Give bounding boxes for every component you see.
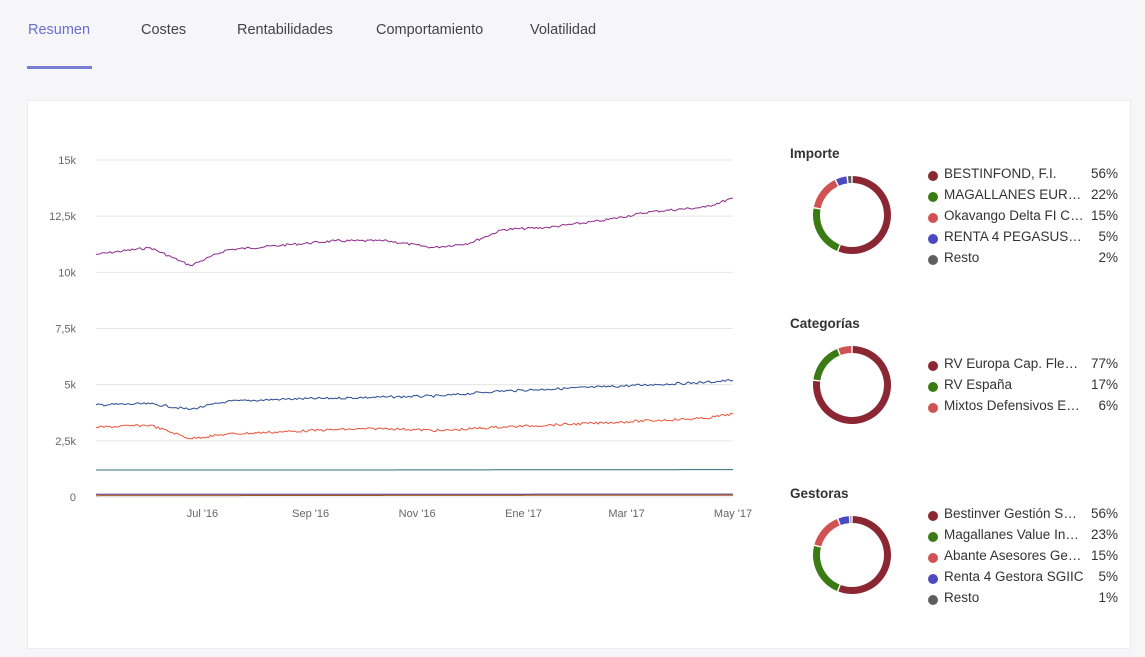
y-tick-label: 7,5k bbox=[55, 324, 76, 336]
legend-dot bbox=[928, 171, 938, 181]
legend-dot bbox=[928, 361, 938, 371]
legend-item[interactable]: MAGALLANES EUROPEAN EQUITY 22% bbox=[928, 187, 1118, 208]
active-tab-indicator bbox=[27, 66, 92, 69]
x-tick-label: Ene '17 bbox=[505, 508, 542, 520]
legend-label: Renta 4 Gestora SGIIC bbox=[944, 569, 1084, 584]
donut-slice[interactable] bbox=[838, 346, 852, 356]
series-line[interactable] bbox=[95, 197, 733, 267]
legend-label: RV España bbox=[944, 377, 1013, 392]
legend-dot bbox=[928, 553, 938, 563]
legend-percent: 5% bbox=[1098, 229, 1118, 244]
donut-slice[interactable] bbox=[847, 176, 852, 184]
donut-slice[interactable] bbox=[838, 516, 850, 526]
legend-label: Resto bbox=[944, 250, 980, 265]
legend-label: Okavango Delta FI CLASE A bbox=[944, 208, 1084, 223]
legend-dot bbox=[928, 382, 938, 392]
series-line[interactable] bbox=[95, 412, 734, 440]
legend-dot bbox=[928, 403, 938, 413]
donut-slice[interactable] bbox=[850, 516, 852, 524]
legend-item[interactable]: Bestinver Gestión SGIIC 56% bbox=[928, 506, 1118, 527]
y-tick-label: 15k bbox=[58, 155, 76, 167]
legend-label: Resto bbox=[944, 590, 980, 605]
tab-comportamiento[interactable]: Comportamiento bbox=[376, 22, 484, 38]
legend-percent: 17% bbox=[1090, 377, 1118, 392]
donut-slice[interactable] bbox=[814, 519, 840, 547]
legend-percent: 56% bbox=[1090, 166, 1118, 181]
legend-percent: 23% bbox=[1090, 527, 1118, 542]
tab-costes[interactable]: Costes bbox=[141, 22, 187, 38]
legend-percent: 15% bbox=[1090, 548, 1118, 563]
donut-slice[interactable] bbox=[812, 208, 840, 251]
legend-dot bbox=[928, 255, 938, 265]
donut-gestoras[interactable] bbox=[812, 515, 892, 595]
y-tick-label: 10k bbox=[58, 267, 76, 279]
legend-dot bbox=[928, 574, 938, 584]
legend-item[interactable]: Okavango Delta FI CLASE A 15% bbox=[928, 208, 1118, 229]
legend-dot bbox=[928, 511, 938, 521]
legend-item[interactable]: RV España 17% bbox=[928, 377, 1118, 398]
legend-dot bbox=[928, 192, 938, 202]
donut-slice[interactable] bbox=[836, 176, 848, 186]
y-tick-label: 0 bbox=[70, 492, 76, 504]
legend-percent: 22% bbox=[1090, 187, 1118, 202]
tab-rentabilidades[interactable]: Rentabilidades bbox=[237, 22, 333, 38]
legend-percent: 56% bbox=[1090, 506, 1118, 521]
legend-item[interactable]: Resto 2% bbox=[928, 250, 1118, 271]
legend-item[interactable]: Mixtos Defensivos EUR 6% bbox=[928, 398, 1118, 419]
legend-item[interactable]: BESTINFOND, F.I. 56% bbox=[928, 166, 1118, 187]
tab-volatilidad[interactable]: Volatilidad bbox=[530, 22, 597, 38]
legend-percent: 1% bbox=[1098, 590, 1118, 605]
donut-slice[interactable] bbox=[813, 546, 840, 591]
tab-resumen[interactable]: Resumen bbox=[28, 22, 91, 38]
donut-slice[interactable] bbox=[813, 349, 840, 381]
legend-item[interactable]: Resto 1% bbox=[928, 590, 1118, 611]
panel-title-gestoras: Gestoras bbox=[790, 486, 849, 501]
legend-dot bbox=[928, 234, 938, 244]
legend-percent: 6% bbox=[1098, 398, 1118, 413]
panel-title-importe: Importe bbox=[790, 146, 840, 161]
donut-slice[interactable] bbox=[813, 180, 838, 209]
x-tick-label: Nov '16 bbox=[399, 508, 436, 520]
legend-label: RENTA 4 PEGASUS FI bbox=[944, 229, 1084, 244]
y-tick-label: 2,5k bbox=[55, 436, 76, 448]
legend-item[interactable]: Magallanes Value Investors 23% bbox=[928, 527, 1118, 548]
legend-label: Magallanes Value Investors bbox=[944, 527, 1084, 542]
legend-importe: BESTINFOND, F.I. 56% MAGALLANES EUROPEAN … bbox=[928, 166, 1118, 271]
legend-dot bbox=[928, 213, 938, 223]
legend-dot bbox=[928, 532, 938, 542]
legend-item[interactable]: Renta 4 Gestora SGIIC 5% bbox=[928, 569, 1118, 590]
legend-dot bbox=[928, 595, 938, 605]
panel-title-categorias: Categorías bbox=[790, 316, 860, 331]
donut-slice[interactable] bbox=[838, 176, 892, 255]
legend-label: Bestinver Gestión SGIIC bbox=[944, 506, 1084, 521]
donut-slice[interactable] bbox=[838, 516, 892, 595]
series-line[interactable] bbox=[95, 379, 734, 410]
legend-percent: 15% bbox=[1090, 208, 1118, 223]
legend-item[interactable]: Abante Asesores Gestión 15% bbox=[928, 548, 1118, 569]
legend-gestoras: Bestinver Gestión SGIIC 56% Magallanes Va… bbox=[928, 506, 1118, 611]
legend-percent: 2% bbox=[1098, 250, 1118, 265]
legend-label: BESTINFOND, F.I. bbox=[944, 166, 1057, 181]
legend-percent: 5% bbox=[1098, 569, 1118, 584]
donut-categorias[interactable] bbox=[812, 345, 892, 425]
y-tick-label: 12,5k bbox=[49, 211, 76, 223]
legend-item[interactable]: RENTA 4 PEGASUS FI 5% bbox=[928, 229, 1118, 250]
x-tick-label: Mar '17 bbox=[608, 508, 644, 520]
legend-label: Mixtos Defensivos EUR bbox=[944, 398, 1084, 413]
series-line[interactable] bbox=[96, 494, 733, 497]
legend-label: RV Europa Cap. Flexible bbox=[944, 356, 1084, 371]
summary-card: 0 2,5k 5k 7,5k 10k 12,5k 15k Jul '16 Sep '16 Nov … bbox=[27, 100, 1131, 649]
legend-label: Abante Asesores Gestión bbox=[944, 548, 1084, 563]
tab-bar: Resumen Costes Rentabilidades Comportami… bbox=[0, 0, 1145, 70]
legend-item[interactable]: RV Europa Cap. Flexible 77% bbox=[928, 356, 1118, 377]
y-tick-label: 5k bbox=[64, 380, 76, 392]
line-chart[interactable]: 0 2,5k 5k 7,5k 10k 12,5k 15k Jul '16 Sep '16 Nov … bbox=[28, 101, 758, 650]
donut-importe[interactable] bbox=[812, 175, 892, 255]
x-tick-label: Sep '16 bbox=[292, 508, 329, 520]
legend-percent: 77% bbox=[1090, 356, 1118, 371]
legend-label: MAGALLANES EUROPEAN EQUITY bbox=[944, 187, 1084, 202]
x-tick-label: May '17 bbox=[714, 508, 752, 520]
legend-categorias: RV Europa Cap. Flexible 77% RV España 17% … bbox=[928, 356, 1118, 419]
x-tick-label: Jul '16 bbox=[187, 508, 218, 520]
